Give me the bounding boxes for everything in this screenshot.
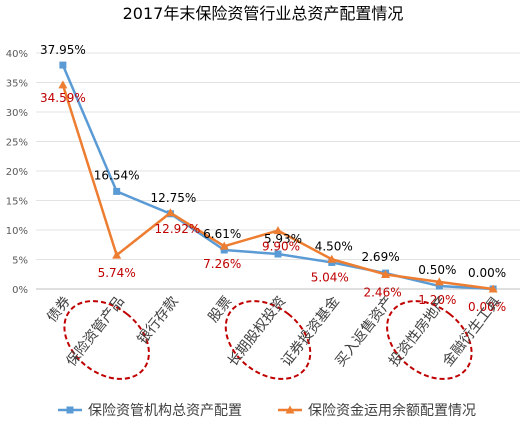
data-label-series-1: 37.95%: [40, 43, 86, 57]
data-label-series-1: 12.75%: [151, 191, 197, 205]
series-2-point: [434, 277, 444, 286]
series-2-point: [165, 208, 175, 217]
y-tick-label: 0%: [12, 285, 28, 296]
series-2-point: [58, 80, 68, 89]
data-label-series-2: 12.92%: [155, 222, 201, 236]
x-tick-label: 保险资管产品: [63, 294, 127, 370]
x-tick-label: 银行存款: [135, 294, 182, 348]
data-label-series-2: 34.59%: [40, 91, 86, 105]
x-tick-label: 股票: [206, 294, 236, 326]
data-label-series-1: 16.54%: [94, 168, 140, 182]
y-tick-label: 30%: [6, 108, 28, 119]
data-label-series-1: 2.69%: [361, 250, 399, 264]
series-1-point: [59, 61, 67, 69]
data-label-series-1: 6.61%: [203, 227, 241, 241]
y-tick-label: 20%: [6, 167, 28, 178]
data-label-series-2: 5.04%: [311, 270, 349, 284]
highlight-ovals: [63, 300, 473, 380]
data-label-series-2: 9.90%: [262, 240, 300, 254]
series-1-point: [435, 282, 443, 290]
legend-label-1: 保险资管机构总资产配置: [88, 403, 242, 419]
series-2-point: [273, 226, 283, 235]
series-1-point: [220, 246, 228, 254]
legend-label-2: 保险资金运用余额配置情况: [308, 402, 476, 419]
y-tick-label: 35%: [6, 79, 28, 90]
data-label-series-1: 0.00%: [468, 266, 506, 280]
series-2-point: [219, 241, 229, 250]
series-2-point: [381, 269, 391, 278]
data-label-series-2: 5.74%: [98, 266, 136, 280]
highlight-oval: [224, 300, 312, 380]
legend: 保险资管机构总资产配置 保险资金运用余额配置情况: [58, 402, 476, 419]
data-label-series-2: 7.26%: [203, 257, 241, 271]
series-line-1: [61, 84, 494, 291]
data-label-series-1: 0.50%: [418, 263, 456, 277]
data-label-series-1: 4.50%: [315, 239, 353, 253]
data-label-series-2: 1.20%: [418, 293, 456, 307]
y-tick-label: 40%: [6, 49, 28, 60]
series-1-point: [113, 187, 121, 195]
series-2-point: [327, 254, 337, 263]
series-1-point: [274, 250, 282, 258]
series-2-point: [112, 250, 122, 259]
highlight-oval: [386, 300, 473, 380]
data-label-series-1: 5.93%: [264, 232, 302, 246]
series-layer: [58, 61, 498, 293]
data-labels: 37.95% 16.54% 12.75% 6.61% 5.93% 4.50% 2.69% 0.…: [40, 43, 506, 314]
y-tick-label: 25%: [6, 138, 28, 149]
legend-marker-2: [285, 405, 295, 414]
highlight-oval: [63, 300, 150, 380]
x-tick-label: 债券: [44, 294, 74, 326]
data-label-series-2: 0.00%: [468, 300, 506, 314]
series-2-point: [488, 284, 498, 293]
chart-title: 2017年末保险资管行业总资产配置情况: [123, 4, 404, 23]
y-tick-label: 5%: [12, 256, 28, 267]
legend-marker-1: [66, 406, 74, 414]
y-tick-label: 10%: [6, 226, 28, 237]
grid-layer: [36, 52, 520, 290]
y-tick-label: 15%: [6, 197, 28, 208]
data-label-series-2: 2.46%: [363, 285, 401, 299]
y-tick-labels: 0% 5% 10% 15% 20% 25% 30% 35% 40%: [6, 49, 28, 296]
